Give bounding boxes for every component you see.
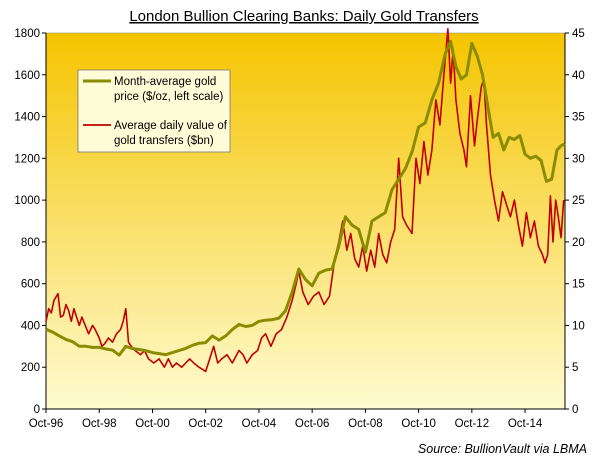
x-axis-tick-label: Oct-06 — [295, 418, 330, 430]
x-axis-tick-label: Oct-00 — [135, 418, 170, 430]
left-axis-tick-label: 1000 — [14, 195, 40, 207]
left-axis-tick-label: 600 — [21, 279, 40, 291]
left-axis-tick-label: 800 — [21, 237, 40, 249]
left-axis-tick-label: 1200 — [14, 153, 40, 165]
series-layer — [45, 27, 566, 373]
right-axis: 0 5 10 15 20 25 30 35 40 45 — [564, 28, 585, 416]
legend-box — [77, 69, 231, 153]
x-axis-tick-label: Oct-12 — [455, 418, 490, 430]
transfers-series-line — [45, 27, 565, 373]
legend-label-transfers-line2: gold transfers ($bn) — [114, 135, 214, 147]
right-axis-tick-label: 40 — [572, 70, 585, 82]
x-axis-tick-label: Oct-96 — [29, 418, 64, 430]
right-axis-tick-label: 25 — [572, 195, 585, 207]
chart-source: Source: BullionVault via LBMA — [418, 442, 587, 456]
right-axis-tick-label: 20 — [572, 237, 585, 249]
legend-label-transfers-line1: Average daily value of — [114, 120, 228, 132]
x-axis-tick-label: Oct-14 — [508, 418, 543, 430]
x-axis-tick-label: Oct-04 — [242, 418, 277, 430]
left-axis-tick-label: 1600 — [14, 70, 40, 82]
left-axis-tick-label: 1800 — [14, 28, 40, 40]
left-axis-tick-label: 400 — [21, 320, 40, 332]
right-axis-tick-label: 35 — [572, 112, 585, 124]
right-axis-tick-label: 15 — [572, 279, 585, 291]
right-axis-tick-label: 10 — [572, 320, 585, 332]
legend-label-gold-price-line2: price ($/oz, left scale) — [114, 91, 223, 103]
right-axis-tick-label: 30 — [572, 153, 585, 165]
left-axis-tick-label: 200 — [21, 362, 40, 374]
x-axis-tick-label: Oct-10 — [401, 418, 436, 430]
x-axis-tick-label: Oct-98 — [82, 418, 117, 430]
right-axis-tick-label: 0 — [572, 404, 578, 416]
legend: Month-average gold price ($/oz, left sca… — [77, 69, 231, 153]
left-axis: 0 200 400 600 800 1000 1200 1400 1600 1800 — [14, 28, 47, 416]
legend-label-gold-price-line1: Month-average gold — [114, 76, 216, 88]
x-axis-tick-label: Oct-08 — [348, 418, 383, 430]
chart-title: London Bullion Clearing Banks: Daily Gol… — [129, 8, 478, 25]
gold-price-series-line — [45, 39, 566, 357]
left-axis-tick-label: 1400 — [14, 112, 40, 124]
x-axis-tick-label: Oct-02 — [188, 418, 223, 430]
right-axis-tick-label: 45 — [572, 28, 585, 40]
x-axis: Oct-96 Oct-98 Oct-00 Oct-02 Oct-04 Oct-06 Oct-… — [29, 408, 565, 430]
left-axis-tick-label: 0 — [34, 404, 40, 416]
right-axis-tick-label: 5 — [572, 362, 578, 374]
